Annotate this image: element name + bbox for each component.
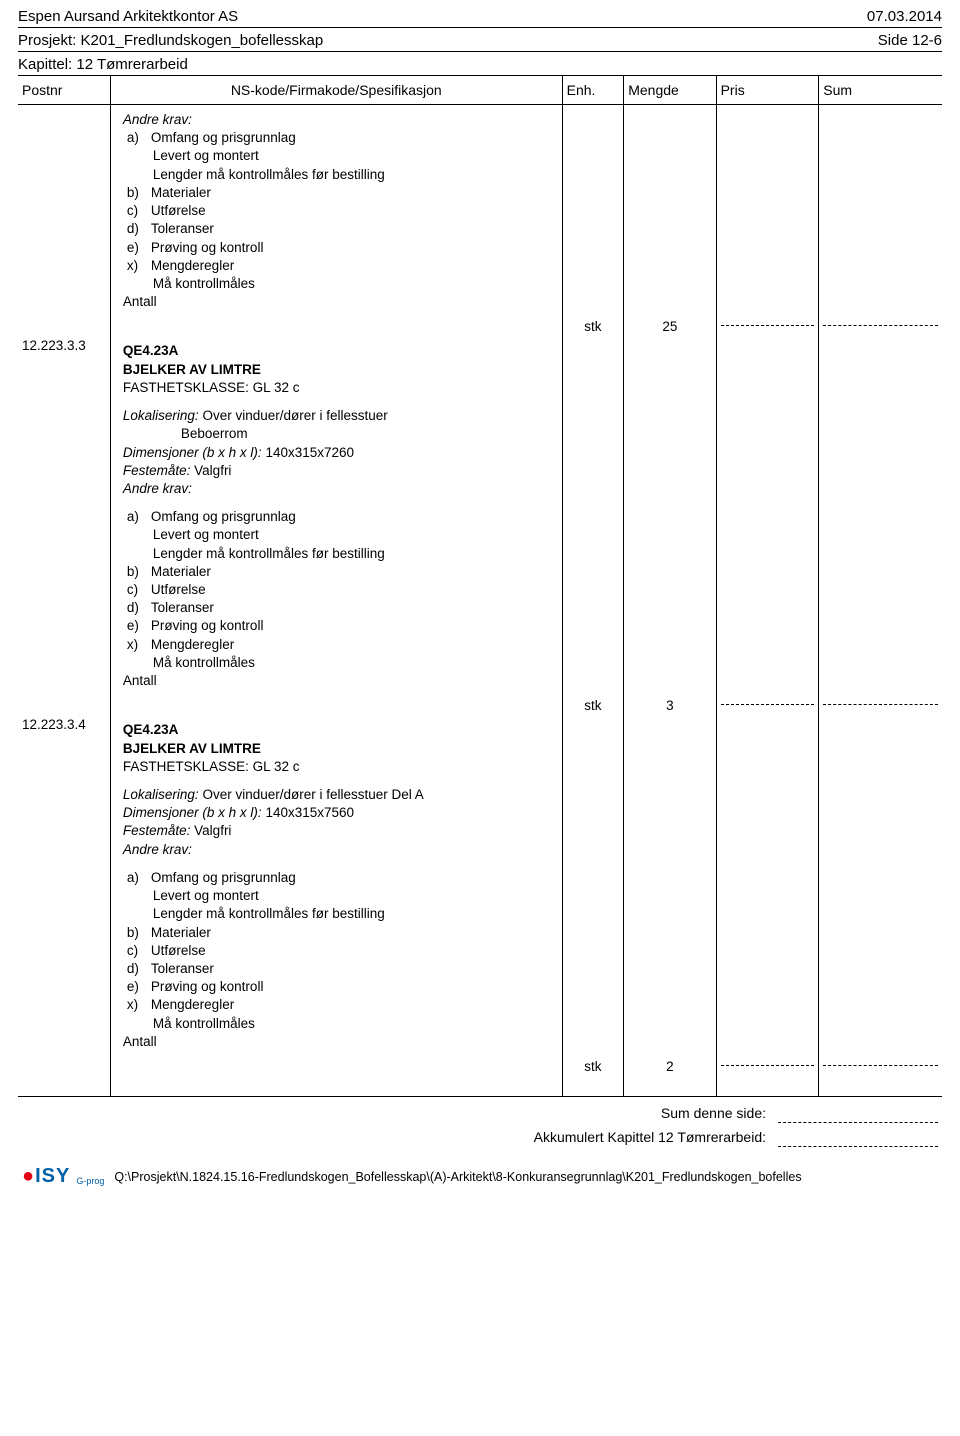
logo-dot-icon: ● (22, 1165, 35, 1187)
price-blank (721, 704, 815, 705)
qty: 25 (624, 317, 716, 336)
item-code: QE4.23A (123, 343, 179, 358)
col-sum: Sum (819, 76, 942, 105)
company-name: Espen Aursand Arkitektkontor AS (18, 8, 238, 25)
qty: 2 (624, 1057, 716, 1076)
table-row: 12.223.3.4 QE4.23A BJELKER AV LIMTRE FAS… (18, 715, 942, 1057)
qty: 3 (624, 696, 716, 715)
spec-block: QE4.23A BJELKER AV LIMTRE FASTHETSKLASSE… (115, 717, 558, 1055)
spec-block: QE4.23A BJELKER AV LIMTRE FASTHETSKLASSE… (115, 338, 558, 694)
item-klasse: FASTHETSKLASSE: GL 32 c (123, 379, 554, 397)
sum-blank (823, 704, 938, 705)
page-number: Side 12-6 (878, 32, 942, 49)
footer: ●ISY G-prog Q:\Prosjekt\N.1824.15.16-Fre… (18, 1151, 942, 1192)
sum-denne-label: Sum denne side: (661, 1105, 774, 1123)
table-row: 12.223.3.3 QE4.23A BJELKER AV LIMTRE FAS… (18, 336, 942, 696)
main-table: Postnr NS-kode/Firmakode/Spesifikasjon E… (18, 76, 942, 1096)
logo: ●ISY G-prog (22, 1165, 104, 1188)
qty-row: stk 2 (18, 1057, 942, 1076)
spacer-row (18, 1076, 942, 1096)
col-postnr: Postnr (18, 76, 110, 105)
spec-block: Andre krav: a)Omfang og prisgrunnlag Lev… (115, 107, 558, 315)
logo-gprog: G-prog (70, 1176, 104, 1188)
sum-blank (823, 325, 938, 326)
footer-path: Q:\Prosjekt\N.1824.15.16-Fredlundskogen_… (114, 1170, 801, 1184)
sum-denne-field (778, 1105, 938, 1123)
table-row: Andre krav: a)Omfang og prisgrunnlag Lev… (18, 105, 942, 318)
sum-akk-label: Akkumulert Kapittel 12 Tømrerarbeid: (534, 1129, 774, 1147)
qty-row: stk 3 (18, 696, 942, 715)
col-pris: Pris (716, 76, 819, 105)
andre-krav-label: Andre krav: (123, 111, 554, 129)
col-enh: Enh. (562, 76, 624, 105)
item-title: BJELKER AV LIMTRE (123, 741, 261, 756)
item-title: BJELKER AV LIMTRE (123, 362, 261, 377)
header-row-1: Espen Aursand Arkitektkontor AS 07.03.20… (18, 8, 942, 28)
header-row-3: Kapittel: 12 Tømrerarbeid (18, 52, 942, 76)
chapter-name: Kapittel: 12 Tømrerarbeid (18, 56, 188, 73)
sum-akk-field (778, 1129, 938, 1147)
req-list: a)Omfang og prisgrunnlag Levert og monte… (123, 129, 554, 293)
header-row-2: Prosjekt: K201_Fredlundskogen_bofellessk… (18, 28, 942, 52)
postnr: 12.223.3.4 (18, 715, 110, 1057)
qty-row: stk 25 (18, 317, 942, 336)
unit: stk (562, 317, 624, 336)
price-blank (721, 325, 815, 326)
sum-blank (823, 1065, 938, 1066)
logo-isy: ●ISY (22, 1165, 70, 1188)
item-klasse: FASTHETSKLASSE: GL 32 c (123, 758, 554, 776)
price-blank (721, 1065, 815, 1066)
col-mengde: Mengde (624, 76, 716, 105)
table-header-row: Postnr NS-kode/Firmakode/Spesifikasjon E… (18, 76, 942, 105)
antall-label: Antall (123, 293, 554, 311)
date: 07.03.2014 (867, 8, 942, 25)
sum-section: Sum denne side: Akkumulert Kapittel 12 T… (18, 1096, 942, 1151)
page: Espen Aursand Arkitektkontor AS 07.03.20… (0, 0, 960, 1204)
unit: stk (562, 1057, 624, 1076)
postnr: 12.223.3.3 (18, 336, 110, 696)
project-name: Prosjekt: K201_Fredlundskogen_bofellessk… (18, 32, 323, 49)
sum-akk-row: Akkumulert Kapittel 12 Tømrerarbeid: (22, 1129, 938, 1147)
sum-denne-row: Sum denne side: (22, 1105, 938, 1123)
col-spec: NS-kode/Firmakode/Spesifikasjon (110, 76, 562, 105)
unit: stk (562, 696, 624, 715)
item-code: QE4.23A (123, 722, 179, 737)
